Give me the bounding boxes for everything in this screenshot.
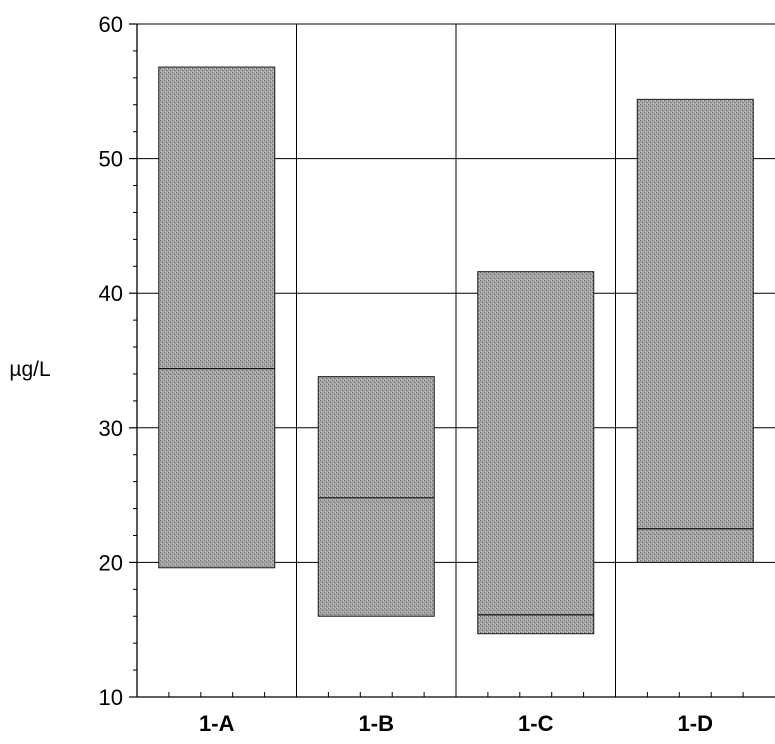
y-tick-label-50: 50 <box>99 147 123 172</box>
labels: 10 20 30 40 50 60 1-A 1-B 1-C 1-D <box>99 12 713 736</box>
x-tick-label-1-D: 1-D <box>678 711 713 736</box>
x-tick-label-1-C: 1-C <box>518 711 554 736</box>
y-tick-label-10: 10 <box>99 685 123 710</box>
range-bar-1-A <box>158 66 276 569</box>
x-tick-label-1-B: 1-B <box>359 711 394 736</box>
y-tick-label-20: 20 <box>99 550 123 575</box>
y-tick-label-60: 60 <box>99 12 123 37</box>
y-tick-label-30: 30 <box>99 416 123 441</box>
range-bar-1-B <box>317 376 435 617</box>
y-axis-label: µg/L <box>9 358 50 381</box>
x-tick-label-1-A: 1-A <box>199 711 235 736</box>
range-bar-1-D <box>636 98 754 563</box>
axes <box>129 23 775 698</box>
y-tick-label-40: 40 <box>99 281 123 306</box>
range-bar-1-C <box>477 271 595 635</box>
bars <box>158 66 754 635</box>
